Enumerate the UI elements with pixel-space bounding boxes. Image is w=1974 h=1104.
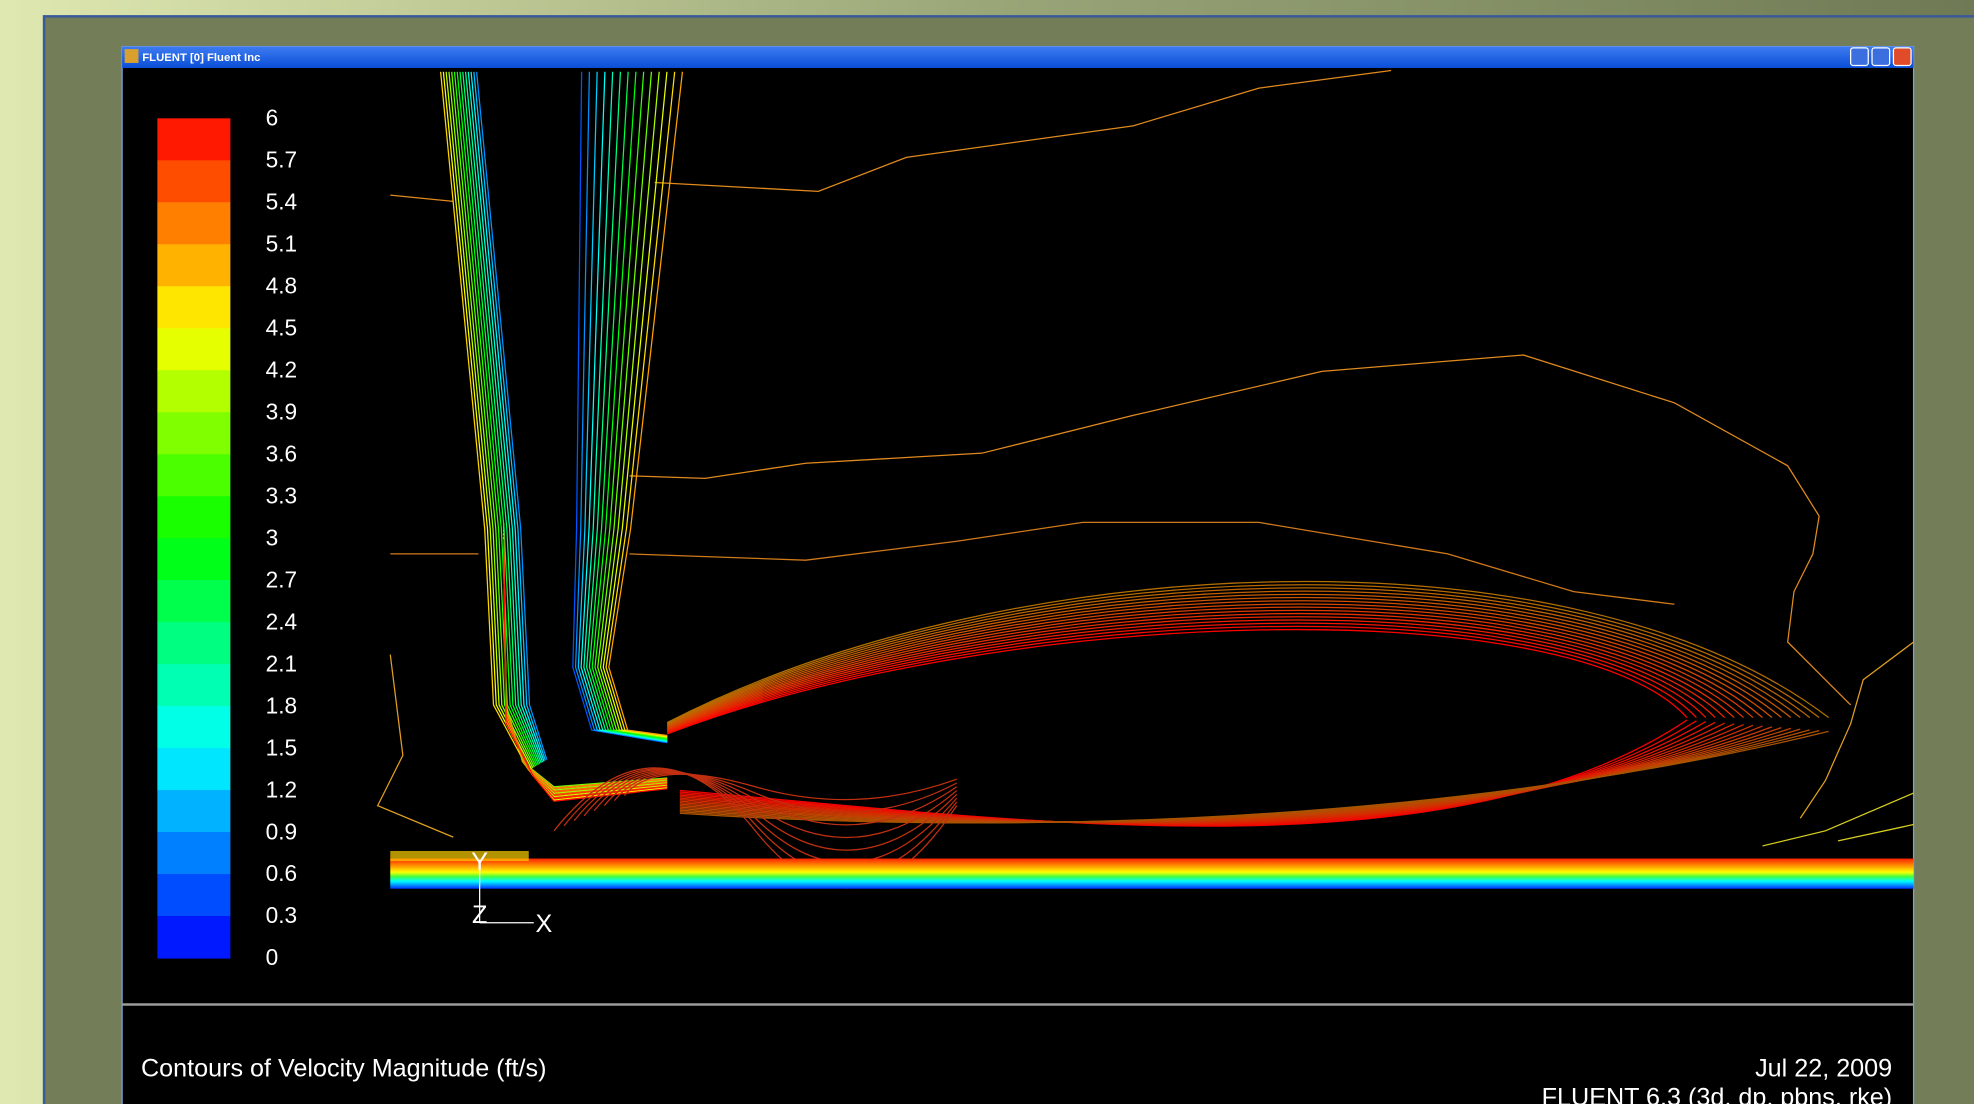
screen: FLUENT [0] Fluent Inc 6 5.7 5.4 5.1 4.8 4.5 4.… <box>0 0 1974 1104</box>
colorbar: 6 5.7 5.4 5.1 4.8 4.5 4.2 3.9 3.6 3.3 3 2.7 2.4 2.1 1.… <box>157 105 297 971</box>
wall-layer-top <box>390 851 528 861</box>
axis-y-label: Y <box>471 848 488 876</box>
axis-z-label: Z <box>472 901 487 929</box>
colorbar-label: 5.4 <box>266 189 297 215</box>
colorbar-label: 0.9 <box>266 818 297 844</box>
color-band <box>157 496 230 539</box>
colorbar-label: 1.8 <box>266 692 297 718</box>
app-icon <box>125 49 139 63</box>
colorbar-label: 5.7 <box>266 147 297 173</box>
fluent-window <box>122 47 1913 1104</box>
color-band <box>157 160 230 203</box>
colorbar-label: 2.7 <box>266 566 297 592</box>
color-band <box>157 706 230 749</box>
footer-caption: Contours of Velocity Magnitude (ft/s) <box>141 1055 546 1083</box>
colorbar-label: 6 <box>266 105 279 131</box>
colorbar-label: 4.2 <box>266 356 297 382</box>
color-band <box>157 664 230 707</box>
colorbar-label: 1.5 <box>266 734 297 760</box>
minimize-button[interactable] <box>1851 48 1869 66</box>
color-band <box>157 832 230 875</box>
colorbar-label: 2.4 <box>266 608 297 634</box>
color-band <box>157 874 230 917</box>
colorbar-label: 0.6 <box>266 860 297 886</box>
color-band <box>157 244 230 287</box>
colorbar-label: 0.3 <box>266 902 297 928</box>
color-band <box>157 580 230 623</box>
color-band <box>157 118 230 161</box>
page: FLUENT [0] Fluent Inc 6 5.7 5.4 5.1 4.8 4.5 4.… <box>0 0 1974 1104</box>
axis-x-label: X <box>535 910 552 938</box>
footer-version: FLUENT 6.3 (3d, dp, pbns, rke) <box>1542 1084 1892 1104</box>
color-band <box>157 916 230 959</box>
colorbar-label: 4.5 <box>266 314 297 340</box>
color-band <box>157 412 230 455</box>
colorbar-label: 3.6 <box>266 440 297 466</box>
color-band <box>157 286 230 329</box>
colorbar-label: 2.1 <box>266 650 297 676</box>
colorbar-label: 4.8 <box>266 273 297 299</box>
title-bar <box>122 47 1913 68</box>
color-band <box>157 328 230 371</box>
color-band <box>157 202 230 245</box>
footer-date: Jul 22, 2009 <box>1755 1055 1892 1083</box>
wall-layer <box>390 859 1913 889</box>
color-band <box>157 748 230 791</box>
colorbar-label: 3.3 <box>266 482 297 508</box>
color-band <box>157 370 230 413</box>
restore-button[interactable] <box>1872 48 1890 66</box>
color-band <box>157 790 230 833</box>
colorbar-label: 3 <box>266 524 279 550</box>
window-title: FLUENT [0] Fluent Inc <box>142 52 260 64</box>
color-band <box>157 454 230 497</box>
close-button[interactable] <box>1893 48 1911 66</box>
color-band <box>157 538 230 581</box>
colorbar-label: 0 <box>266 944 279 970</box>
colorbar-label: 3.9 <box>266 398 297 424</box>
color-band <box>157 622 230 665</box>
colorbar-label: 1.2 <box>266 776 297 802</box>
colorbar-label: 5.1 <box>266 231 297 257</box>
